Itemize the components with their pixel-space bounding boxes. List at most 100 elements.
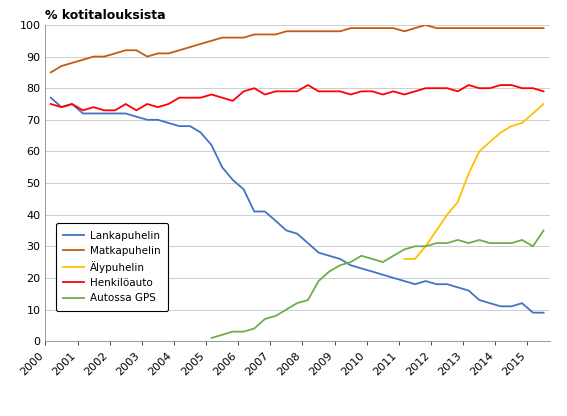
Matkapuhelin: [197, 42, 204, 47]
Lankapuhelin: [261, 209, 268, 214]
Henkilöauto: [48, 102, 54, 106]
Henkilöauto: [497, 82, 504, 87]
Autossa GPS: [519, 238, 526, 243]
Autossa GPS: [304, 297, 311, 302]
Autossa GPS: [272, 313, 279, 318]
Autossa GPS: [444, 240, 451, 245]
Henkilöauto: [486, 86, 493, 91]
Legend: Lankapuhelin, Matkapuhelin, Älypuhelin, Henkilöauto, Autossa GPS: Lankapuhelin, Matkapuhelin, Älypuhelin, …: [56, 223, 168, 311]
Autossa GPS: [530, 244, 536, 249]
Line: Henkilöauto: Henkilöauto: [51, 85, 544, 110]
Henkilöauto: [176, 95, 183, 100]
Henkilöauto: [219, 95, 226, 100]
Matkapuhelin: [154, 51, 161, 56]
Matkapuhelin: [379, 26, 386, 31]
Henkilöauto: [122, 102, 129, 106]
Lankapuhelin: [369, 269, 376, 274]
Matkapuhelin: [466, 26, 472, 31]
Henkilöauto: [401, 92, 408, 97]
Lankapuhelin: [486, 301, 493, 306]
Henkilöauto: [476, 86, 483, 91]
Lankapuhelin: [187, 124, 193, 129]
Henkilöauto: [79, 108, 86, 113]
Älypuhelin: [540, 102, 547, 106]
Henkilöauto: [422, 86, 429, 91]
Autossa GPS: [348, 260, 354, 265]
Henkilöauto: [283, 89, 290, 94]
Lankapuhelin: [519, 301, 526, 306]
Lankapuhelin: [154, 117, 161, 122]
Henkilöauto: [261, 92, 268, 97]
Lankapuhelin: [251, 209, 257, 214]
Henkilöauto: [466, 82, 472, 87]
Lankapuhelin: [112, 111, 119, 116]
Henkilöauto: [69, 102, 75, 106]
Line: Autossa GPS: Autossa GPS: [211, 230, 544, 338]
Matkapuhelin: [272, 32, 279, 37]
Matkapuhelin: [540, 26, 547, 31]
Henkilöauto: [294, 89, 301, 94]
Matkapuhelin: [101, 54, 108, 59]
Autossa GPS: [358, 253, 365, 258]
Autossa GPS: [315, 279, 322, 284]
Matkapuhelin: [508, 26, 515, 31]
Henkilöauto: [144, 102, 151, 106]
Matkapuhelin: [369, 26, 376, 31]
Matkapuhelin: [261, 32, 268, 37]
Autossa GPS: [326, 269, 333, 274]
Autossa GPS: [261, 317, 268, 322]
Autossa GPS: [208, 335, 215, 340]
Matkapuhelin: [326, 29, 333, 34]
Lankapuhelin: [497, 304, 504, 309]
Matkapuhelin: [497, 26, 504, 31]
Autossa GPS: [283, 307, 290, 312]
Älypuhelin: [519, 121, 526, 126]
Lankapuhelin: [304, 240, 311, 245]
Lankapuhelin: [144, 117, 151, 122]
Lankapuhelin: [165, 121, 172, 126]
Lankapuhelin: [401, 279, 408, 284]
Henkilöauto: [379, 92, 386, 97]
Matkapuhelin: [348, 26, 354, 31]
Line: Älypuhelin: Älypuhelin: [404, 104, 544, 259]
Henkilöauto: [315, 89, 322, 94]
Henkilöauto: [90, 105, 97, 110]
Matkapuhelin: [122, 48, 129, 53]
Autossa GPS: [240, 329, 247, 334]
Autossa GPS: [508, 240, 515, 245]
Lankapuhelin: [444, 282, 451, 287]
Henkilöauto: [58, 105, 65, 110]
Lankapuhelin: [358, 266, 365, 271]
Lankapuhelin: [390, 275, 397, 280]
Autossa GPS: [433, 240, 440, 245]
Lankapuhelin: [337, 256, 344, 261]
Matkapuhelin: [454, 26, 461, 31]
Matkapuhelin: [304, 29, 311, 34]
Henkilöauto: [187, 95, 193, 100]
Autossa GPS: [229, 329, 236, 334]
Henkilöauto: [508, 82, 515, 87]
Henkilöauto: [337, 89, 344, 94]
Lankapuhelin: [476, 297, 483, 302]
Lankapuhelin: [294, 231, 301, 236]
Älypuhelin: [497, 130, 504, 135]
Lankapuhelin: [240, 187, 247, 192]
Autossa GPS: [390, 253, 397, 258]
Henkilöauto: [358, 89, 365, 94]
Henkilöauto: [251, 86, 257, 91]
Lankapuhelin: [454, 285, 461, 290]
Autossa GPS: [412, 244, 418, 249]
Autossa GPS: [219, 332, 226, 337]
Henkilöauto: [101, 108, 108, 113]
Matkapuhelin: [476, 26, 483, 31]
Lankapuhelin: [90, 111, 97, 116]
Henkilöauto: [229, 98, 236, 103]
Matkapuhelin: [422, 22, 429, 27]
Lankapuhelin: [219, 165, 226, 170]
Matkapuhelin: [48, 70, 54, 75]
Lankapuhelin: [433, 282, 440, 287]
Autossa GPS: [486, 240, 493, 245]
Henkilöauto: [369, 89, 376, 94]
Lankapuhelin: [133, 114, 139, 119]
Henkilöauto: [390, 89, 397, 94]
